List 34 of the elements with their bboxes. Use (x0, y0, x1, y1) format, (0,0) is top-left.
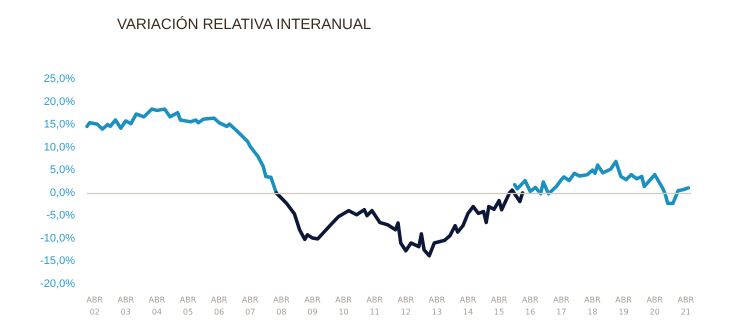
y-tick-label: 10,0% (44, 141, 76, 154)
x-tick-label: ABR 15 (490, 296, 508, 316)
y-tick-label: 25,0% (44, 73, 76, 85)
y-tick-label: 20,0% (44, 96, 76, 108)
x-tick-label: ABR 20 (646, 296, 664, 316)
x-tick-label: ABR 17 (553, 296, 570, 316)
line-series (85, 107, 278, 195)
x-tick-label: ABR 09 (304, 296, 322, 316)
x-tick-label: ABR 21 (678, 296, 694, 316)
x-tick-label: ABR 10 (335, 296, 352, 316)
y-tick-label: -10,0% (40, 232, 76, 244)
x-tick-label: ABR 19 (615, 296, 632, 316)
line-series (274, 188, 524, 258)
y-tick-label: -15,0% (40, 255, 76, 268)
y-tick-label: 5,0% (50, 164, 76, 176)
y-tick-label: 15,0% (44, 118, 76, 131)
x-tick-label: ABR 08 (273, 296, 290, 316)
chart-title: VARIACIÓN RELATIVA INTERANUAL (117, 15, 372, 33)
x-tick-label: ABR 11 (366, 296, 384, 316)
line-series (512, 160, 690, 206)
x-tick-label: ABR 07 (242, 296, 259, 316)
y-tick-label: -5,0% (46, 210, 76, 222)
x-tick-label: ABR 16 (522, 296, 539, 316)
y-tick-label: -20,0% (40, 278, 76, 290)
x-tick-label: ABR 14 (460, 296, 477, 316)
y-tick-label: 0,0% (50, 186, 76, 199)
x-tick-label: ABR 05 (180, 296, 197, 316)
x-tick-label: ABR 12 (398, 296, 415, 316)
x-tick-label: ABR 02 (86, 296, 104, 316)
x-tick-label: ABR 18 (584, 296, 602, 316)
x-tick-label: ABR 06 (210, 296, 228, 316)
x-tick-label: ABR 03 (117, 296, 134, 316)
x-tick-label: ABR 13 (428, 296, 446, 316)
x-tick-label: ABR 04 (148, 296, 166, 316)
